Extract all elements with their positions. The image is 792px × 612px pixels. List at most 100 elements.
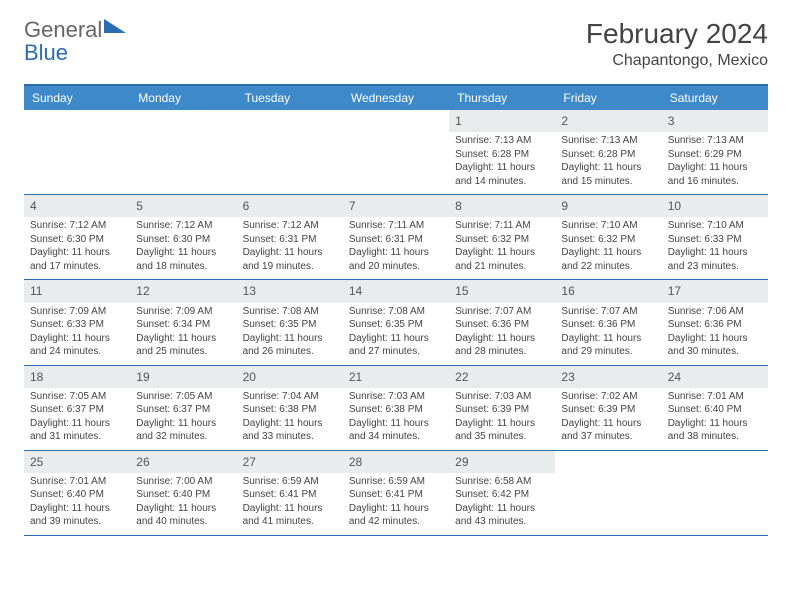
sunset-text: Sunset: 6:36 PM [561, 318, 655, 332]
sunrise-text: Sunrise: 7:11 AM [349, 219, 443, 233]
day-number: 14 [343, 280, 449, 302]
sunset-text: Sunset: 6:37 PM [136, 403, 230, 417]
calendar-day-cell: 29Sunrise: 6:58 AMSunset: 6:42 PMDayligh… [449, 451, 555, 535]
day-number: 12 [130, 280, 236, 302]
day-details: Sunrise: 7:06 AMSunset: 6:36 PMDaylight:… [662, 303, 768, 365]
calendar-day-cell: 18Sunrise: 7:05 AMSunset: 6:37 PMDayligh… [24, 366, 130, 450]
day-number: 11 [24, 280, 130, 302]
calendar-day-cell: 13Sunrise: 7:08 AMSunset: 6:35 PMDayligh… [237, 280, 343, 364]
calendar-day-cell: 9Sunrise: 7:10 AMSunset: 6:32 PMDaylight… [555, 195, 661, 279]
sunset-text: Sunset: 6:30 PM [30, 233, 124, 247]
sunset-text: Sunset: 6:36 PM [668, 318, 762, 332]
daylight-text: Daylight: 11 hours and 38 minutes. [668, 417, 762, 444]
day-details: Sunrise: 7:12 AMSunset: 6:30 PMDaylight:… [130, 217, 236, 279]
location-label: Chapantongo, Mexico [586, 52, 768, 70]
day-number: 22 [449, 366, 555, 388]
calendar-day-cell: 15 Sunrise: 7:07 AMSunset: 6:36 PMDayligh… [449, 280, 555, 364]
day-number: 29 [449, 451, 555, 473]
sunset-text: Sunset: 6:39 PM [561, 403, 655, 417]
day-details: Sunrise: 6:59 AMSunset: 6:41 PMDaylight:… [343, 473, 449, 535]
day-number: 5 [130, 195, 236, 217]
day-details: Sunrise: 7:04 AMSunset: 6:38 PMDaylight:… [237, 388, 343, 450]
day-details: Sunrise: 7:13 AMSunset: 6:28 PMDaylight:… [449, 132, 555, 194]
day-details: Sunrise: 7:03 AMSunset: 6:38 PMDaylight:… [343, 388, 449, 450]
day-details: Sunrise: 7:12 AMSunset: 6:31 PMDaylight:… [237, 217, 343, 279]
sunset-text: Sunset: 6:28 PM [455, 148, 549, 162]
daylight-text: Daylight: 11 hours and 33 minutes. [243, 417, 337, 444]
day-details: Sunrise: 7:12 AMSunset: 6:30 PMDaylight:… [24, 217, 130, 279]
sunrise-text: Sunrise: 6:59 AM [349, 475, 443, 489]
weekday-header: Tuesday [237, 86, 343, 110]
daylight-text: Daylight: 11 hours and 15 minutes. [561, 161, 655, 188]
sunset-text: Sunset: 6:28 PM [561, 148, 655, 162]
calendar-day-cell: 8Sunrise: 7:11 AMSunset: 6:32 PMDaylight… [449, 195, 555, 279]
daylight-text: Daylight: 11 hours and 24 minutes. [30, 332, 124, 359]
day-number: 15 [449, 280, 555, 302]
daylight-text: Daylight: 11 hours and 40 minutes. [136, 502, 230, 529]
day-details: Sunrise: 7:13 AMSunset: 6:28 PMDaylight:… [555, 132, 661, 194]
sunset-text: Sunset: 6:41 PM [349, 488, 443, 502]
sunset-text: Sunset: 6:33 PM [30, 318, 124, 332]
calendar-day-cell: 28Sunrise: 6:59 AMSunset: 6:41 PMDayligh… [343, 451, 449, 535]
calendar-week-row: 25Sunrise: 7:01 AMSunset: 6:40 PMDayligh… [24, 451, 768, 536]
sunrise-text: Sunrise: 7:11 AM [455, 219, 549, 233]
sunrise-text: Sunrise: 7:01 AM [668, 390, 762, 404]
sunrise-text: Sunrise: 7:12 AM [243, 219, 337, 233]
weekday-header: Wednesday [343, 86, 449, 110]
daylight-text: Daylight: 11 hours and 28 minutes. [455, 332, 549, 359]
day-number: 1 [449, 110, 555, 132]
sunrise-text: Sunrise: 7:10 AM [668, 219, 762, 233]
daylight-text: Daylight: 11 hours and 30 minutes. [668, 332, 762, 359]
sunset-text: Sunset: 6:31 PM [349, 233, 443, 247]
day-details: Sunrise: 6:58 AMSunset: 6:42 PMDaylight:… [449, 473, 555, 535]
day-number: 16 [555, 280, 661, 302]
calendar-day-cell [343, 110, 449, 194]
day-number: 24 [662, 366, 768, 388]
brand-word-2: Blue [24, 40, 68, 65]
sunrise-text: Sunrise: 7:07 AM [455, 305, 549, 319]
day-details: Sunrise: 7:05 AMSunset: 6:37 PMDaylight:… [24, 388, 130, 450]
daylight-text: Daylight: 11 hours and 27 minutes. [349, 332, 443, 359]
day-number: 20 [237, 366, 343, 388]
daylight-text: Daylight: 11 hours and 35 minutes. [455, 417, 549, 444]
sunrise-text: Sunrise: 7:13 AM [668, 134, 762, 148]
calendar-day-cell: 10Sunrise: 7:10 AMSunset: 6:33 PMDayligh… [662, 195, 768, 279]
weekday-header: Sunday [24, 86, 130, 110]
day-details: Sunrise: 7:13 AMSunset: 6:29 PMDaylight:… [662, 132, 768, 194]
sunrise-text: Sunrise: 7:05 AM [30, 390, 124, 404]
calendar-day-cell: 14Sunrise: 7:08 AMSunset: 6:35 PMDayligh… [343, 280, 449, 364]
day-number: 27 [237, 451, 343, 473]
day-number: 23 [555, 366, 661, 388]
day-details: Sunrise: 7:08 AMSunset: 6:35 PMDaylight:… [237, 303, 343, 365]
sunset-text: Sunset: 6:31 PM [243, 233, 337, 247]
weekday-header: Saturday [662, 86, 768, 110]
calendar-day-cell: 1Sunrise: 7:13 AMSunset: 6:28 PMDaylight… [449, 110, 555, 194]
brand-word-1: General [24, 17, 102, 42]
sunrise-text: Sunrise: 6:58 AM [455, 475, 549, 489]
sunset-text: Sunset: 6:35 PM [243, 318, 337, 332]
day-details: Sunrise: 7:10 AMSunset: 6:33 PMDaylight:… [662, 217, 768, 279]
sunset-text: Sunset: 6:30 PM [136, 233, 230, 247]
daylight-text: Daylight: 11 hours and 23 minutes. [668, 246, 762, 273]
daylight-text: Daylight: 11 hours and 17 minutes. [30, 246, 124, 273]
daylight-text: Daylight: 11 hours and 29 minutes. [561, 332, 655, 359]
daylight-text: Daylight: 11 hours and 39 minutes. [30, 502, 124, 529]
day-details: Sunrise: 7:05 AMSunset: 6:37 PMDaylight:… [130, 388, 236, 450]
day-number: 19 [130, 366, 236, 388]
calendar-week-row: 4Sunrise: 7:12 AMSunset: 6:30 PMDaylight… [24, 195, 768, 280]
calendar-day-cell: 11Sunrise: 7:09 AMSunset: 6:33 PMDayligh… [24, 280, 130, 364]
sunrise-text: Sunrise: 7:03 AM [455, 390, 549, 404]
day-details: Sunrise: 7:02 AMSunset: 6:39 PMDaylight:… [555, 388, 661, 450]
sunset-text: Sunset: 6:38 PM [243, 403, 337, 417]
day-number: 26 [130, 451, 236, 473]
sunset-text: Sunset: 6:36 PM [455, 318, 549, 332]
calendar-day-cell: 25Sunrise: 7:01 AMSunset: 6:40 PMDayligh… [24, 451, 130, 535]
sunset-text: Sunset: 6:29 PM [668, 148, 762, 162]
day-details: Sunrise: 7:09 AMSunset: 6:34 PMDaylight:… [130, 303, 236, 365]
calendar-day-cell: 16Sunrise: 7:07 AMSunset: 6:36 PMDayligh… [555, 280, 661, 364]
sunset-text: Sunset: 6:35 PM [349, 318, 443, 332]
sunrise-text: Sunrise: 7:12 AM [136, 219, 230, 233]
calendar-week-row: 18Sunrise: 7:05 AMSunset: 6:37 PMDayligh… [24, 366, 768, 451]
sunrise-text: Sunrise: 7:09 AM [136, 305, 230, 319]
daylight-text: Daylight: 11 hours and 22 minutes. [561, 246, 655, 273]
